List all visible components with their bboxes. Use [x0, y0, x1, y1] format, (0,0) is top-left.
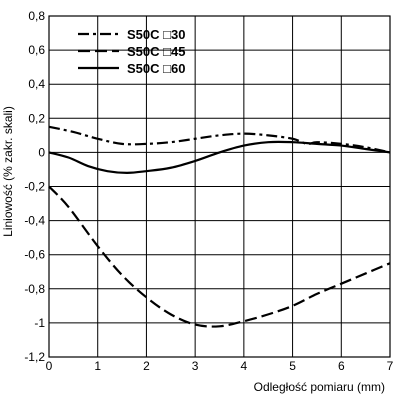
y-tick-label: 0,8 [28, 9, 45, 23]
x-tick-label: 6 [338, 359, 345, 373]
y-tick-label: -0,6 [24, 248, 45, 262]
y-tick-label: -0,8 [24, 282, 45, 296]
plot-frame [48, 15, 391, 358]
y-tick-label: 0 [38, 145, 45, 159]
series-line-dashed [48, 185, 391, 328]
x-tick-label: 1 [94, 359, 101, 373]
series-layer [48, 125, 391, 328]
y-tick-label: 0,2 [28, 111, 45, 125]
x-tick-label: 2 [143, 359, 150, 373]
legend-label: S50C □45 [127, 44, 185, 59]
y-tick-label: 0,4 [28, 77, 45, 91]
series-line-dash-dot [48, 125, 391, 154]
grid-lines [49, 16, 390, 357]
legend-label: S50C □30 [127, 27, 185, 42]
x-axis-label: Odległość pomiaru (mm) [254, 380, 385, 394]
y-axis-label: Liniowość (% zakr. skali) [1, 106, 15, 237]
x-tick-labels: 0 1 2 3 4 5 6 7 [46, 359, 394, 373]
x-tick-label: 3 [192, 359, 199, 373]
x-tick-label: 4 [241, 359, 248, 373]
x-tick-label: 5 [289, 359, 296, 373]
x-tick-label: 0 [46, 359, 53, 373]
x-tick-label: 7 [387, 359, 394, 373]
y-tick-label: -0,4 [24, 214, 45, 228]
y-tick-label: -0,2 [24, 180, 45, 194]
y-tick-label: 0,6 [28, 43, 45, 57]
y-tick-labels: 0,8 0,6 0,4 0,2 0 -0,2 -0,4 -0,6 -0,8 -1 -1,2 [24, 9, 45, 364]
legend-label: S50C □60 [127, 61, 185, 76]
y-tick-label: -1,2 [24, 350, 45, 364]
legend: S50C □30 S50C □45 S50C □60 [78, 27, 185, 76]
series-line-solid [48, 140, 391, 174]
y-tick-label: -1 [34, 316, 45, 330]
